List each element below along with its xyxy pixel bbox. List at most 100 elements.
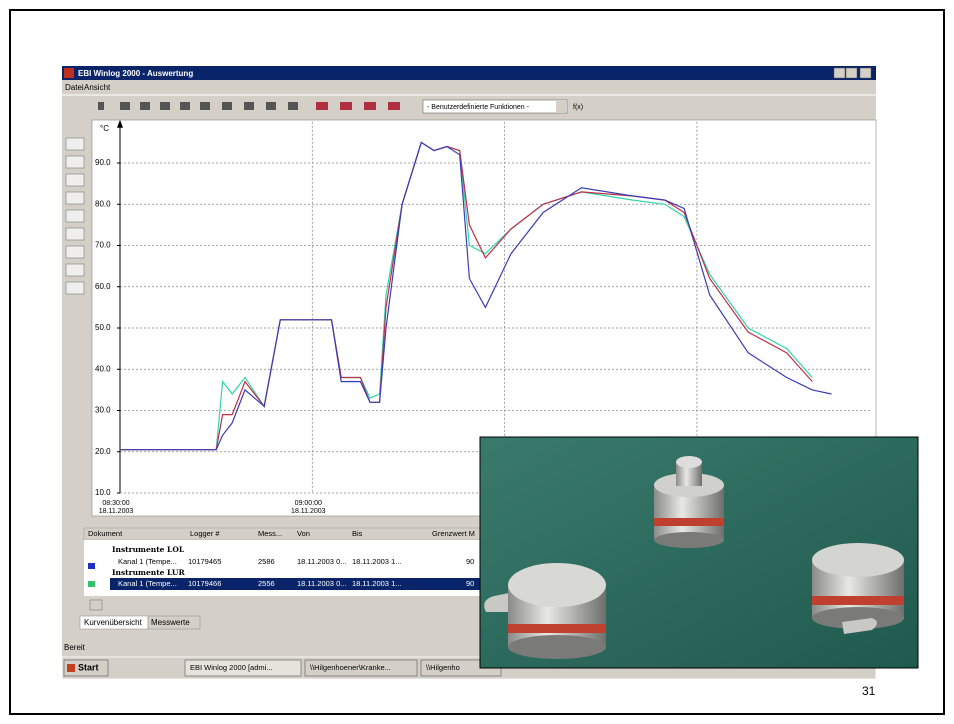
- row-color: [88, 581, 95, 587]
- tool-icon[interactable]: [200, 102, 210, 110]
- dropdown-text: - Benutzerdefinierte Funktionen -: [427, 104, 530, 111]
- close[interactable]: [859, 67, 872, 79]
- x-tick-label: 09:00:00: [295, 500, 322, 507]
- side-icon[interactable]: [65, 209, 85, 223]
- column-header: Logger #: [190, 529, 220, 538]
- logger-base: [812, 607, 904, 629]
- side-icon[interactable]: [65, 173, 85, 187]
- side-icon[interactable]: [65, 155, 85, 169]
- task-button[interactable]: [184, 659, 302, 677]
- cell: 2556: [258, 579, 275, 588]
- y-tick-label: 60.0: [95, 282, 111, 291]
- tool-icon[interactable]: [266, 102, 276, 110]
- column-header: Bis: [352, 529, 363, 538]
- side-icon[interactable]: [65, 281, 85, 295]
- row-color: [88, 563, 95, 569]
- logger-band: [654, 518, 724, 526]
- y-axis-label: °C: [100, 124, 109, 133]
- side-toolbar: [65, 137, 85, 295]
- x-tick-label: 18.11.2003: [291, 508, 326, 515]
- side-icon[interactable]: [65, 137, 85, 151]
- cell: 18.11.2003 1...: [352, 579, 402, 588]
- column-header: Dokument: [88, 529, 123, 538]
- start-logo: [67, 664, 75, 672]
- logger-knob-top: [676, 456, 702, 468]
- tool-icon[interactable]: [180, 102, 190, 110]
- cell: 18.11.2003 1...: [352, 557, 402, 566]
- task-label: \\Hilgenho: [426, 663, 460, 672]
- logger-base: [654, 532, 724, 548]
- tool-icon[interactable]: [140, 102, 150, 110]
- page-number: 31: [862, 684, 876, 698]
- toolbar: [98, 102, 400, 110]
- tab-label: Kurvenübersicht: [84, 618, 143, 627]
- menu-item[interactable]: Datei: [65, 83, 84, 92]
- y-tick-label: 10.0: [95, 488, 111, 497]
- series-line: [120, 141, 832, 451]
- task-label: EBI Winlog 2000 [admi...: [190, 663, 273, 672]
- tool-icon[interactable]: [244, 102, 254, 110]
- tool-icon[interactable]: [316, 102, 328, 110]
- minimize[interactable]: [833, 67, 846, 79]
- photo: [479, 436, 919, 669]
- cell: 90: [466, 579, 474, 588]
- side-icon[interactable]: [65, 245, 85, 259]
- menu-item[interactable]: Ansicht: [84, 83, 111, 92]
- cell: 18.11.2003 0...: [297, 557, 347, 566]
- tab[interactable]: [147, 615, 201, 630]
- window-title: EBI Winlog 2000 - Auswertung: [78, 69, 193, 78]
- tab-label: Messwerte: [151, 618, 190, 627]
- selected-row: [110, 578, 484, 590]
- column-header: Von: [297, 529, 310, 538]
- cell: 90: [466, 557, 474, 566]
- quick-launch: [120, 662, 168, 674]
- side-icon[interactable]: [65, 263, 85, 277]
- group-label: Instrumente LUR: [112, 568, 185, 577]
- logger-base: [508, 635, 606, 659]
- cell: 2586: [258, 557, 275, 566]
- y-tick-label: 40.0: [95, 364, 111, 373]
- logger-band: [812, 596, 904, 605]
- fx-button[interactable]: f(x): [573, 104, 583, 111]
- y-axis-arrow: [117, 119, 123, 128]
- group-label: Instrumente LOL: [112, 545, 185, 554]
- task-button[interactable]: [304, 659, 418, 677]
- x-tick-label: 08:30:00: [102, 500, 129, 507]
- window-buttons[interactable]: [833, 67, 872, 79]
- app-icon: [64, 68, 74, 78]
- cell: 18.11.2003 0...: [297, 579, 347, 588]
- logger-tab: [484, 592, 514, 612]
- column-header: Mess...: [258, 529, 282, 538]
- cell: 10179465: [188, 557, 221, 566]
- task-label: \\Hilgenhoener\Kranke...: [310, 663, 391, 672]
- logger-tab: [842, 618, 877, 634]
- cell: Kanal 1 (Tempe...: [118, 579, 177, 588]
- tool-icon[interactable]: [364, 102, 376, 110]
- title-bar: [62, 66, 876, 80]
- tool-icon[interactable]: [98, 102, 104, 110]
- cell: Kanal 1 (Tempe...: [118, 557, 177, 566]
- tool-icon[interactable]: [120, 102, 130, 110]
- y-tick-label: 90.0: [95, 158, 111, 167]
- logger-top: [508, 563, 606, 607]
- table: Dokument Logger # Mess... Von Bis Grenzwert M…: [88, 529, 475, 588]
- dropdown[interactable]: [422, 99, 568, 114]
- table-header: [83, 527, 485, 541]
- dropdown-arrow[interactable]: [556, 101, 566, 112]
- cell: 10179466: [188, 579, 221, 588]
- y-tick-label: 20.0: [95, 447, 111, 456]
- maximize[interactable]: [845, 67, 858, 79]
- tool-icon[interactable]: [288, 102, 298, 110]
- tool-icon[interactable]: [222, 102, 232, 110]
- side-icon[interactable]: [65, 227, 85, 241]
- y-tick-label: 30.0: [95, 406, 111, 415]
- tool-icon[interactable]: [340, 102, 352, 110]
- y-tick-label: 70.0: [95, 241, 111, 250]
- scroll-button[interactable]: [89, 599, 103, 611]
- tool-icon[interactable]: [160, 102, 170, 110]
- tool-icon[interactable]: [388, 102, 400, 110]
- y-tick-label: 50.0: [95, 323, 111, 332]
- y-tick-label: 80.0: [95, 199, 111, 208]
- column-header: Grenzwert M: [432, 529, 475, 538]
- side-icon[interactable]: [65, 191, 85, 205]
